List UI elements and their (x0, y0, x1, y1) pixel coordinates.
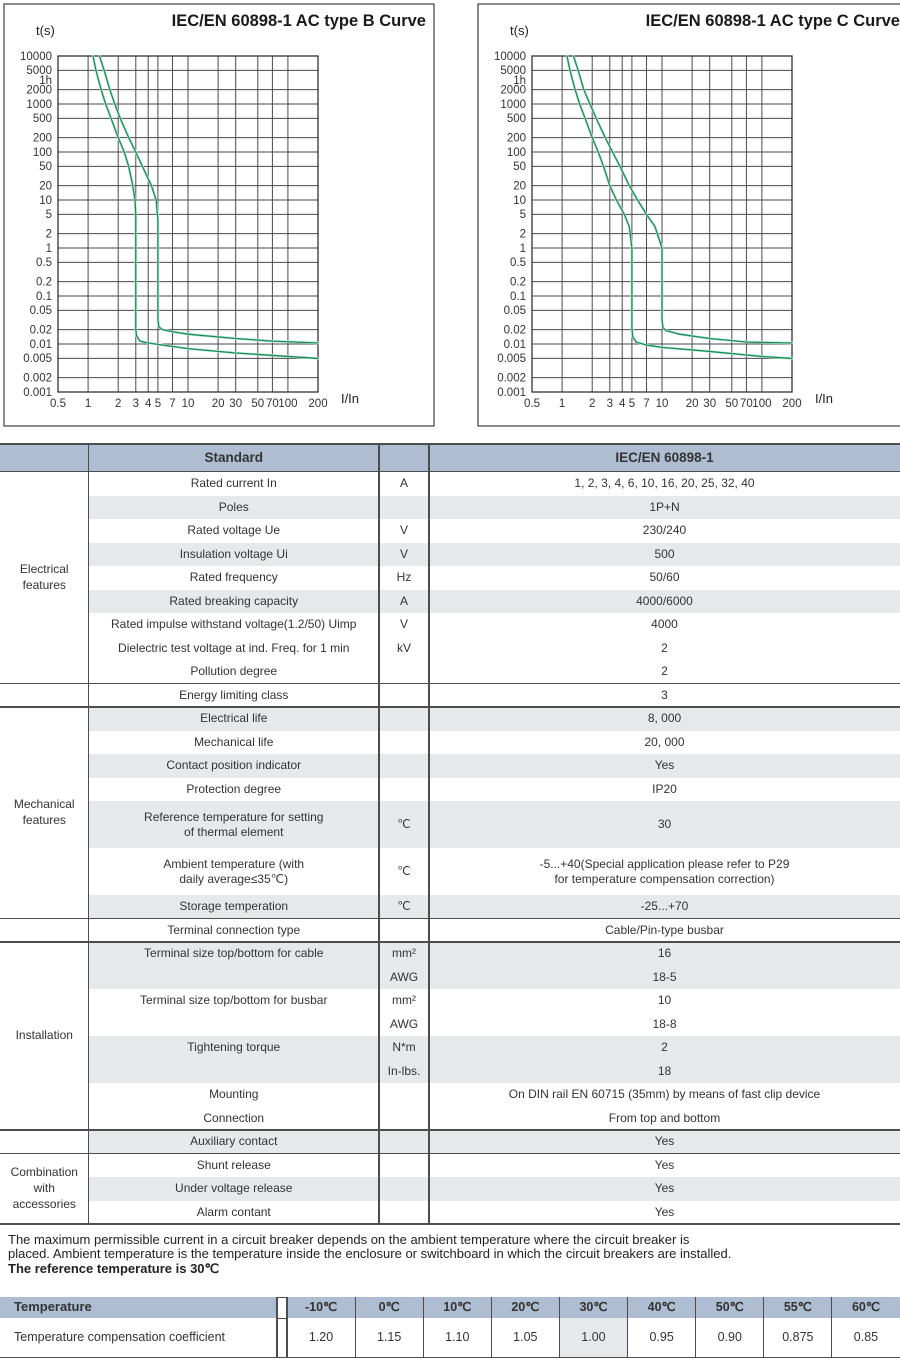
svg-text:0.5: 0.5 (524, 398, 540, 410)
svg-text:1: 1 (85, 398, 91, 410)
svg-text:200: 200 (308, 398, 327, 410)
svg-text:0.5: 0.5 (510, 257, 526, 269)
svg-text:1: 1 (46, 243, 52, 255)
svg-text:0.5: 0.5 (50, 398, 66, 410)
svg-text:100: 100 (507, 147, 526, 159)
svg-text:5: 5 (629, 398, 635, 410)
svg-text:70: 70 (266, 398, 279, 410)
svg-text:0.01: 0.01 (504, 339, 526, 351)
svg-text:10: 10 (513, 195, 526, 207)
svg-text:10: 10 (39, 195, 52, 207)
svg-text:0.1: 0.1 (510, 291, 526, 303)
svg-text:5: 5 (46, 209, 52, 221)
svg-text:IEC/EN 60898-1 AC type C Curve: IEC/EN 60898-1 AC type C Curve (646, 12, 900, 30)
svg-text:0.001: 0.001 (497, 387, 526, 399)
svg-text:I/In: I/In (815, 391, 833, 406)
svg-text:4: 4 (145, 398, 152, 410)
svg-text:50: 50 (39, 161, 52, 173)
svg-text:2: 2 (115, 398, 121, 410)
svg-text:500: 500 (507, 113, 526, 125)
svg-text:200: 200 (33, 132, 52, 144)
svg-text:20: 20 (513, 180, 526, 192)
svg-text:0.05: 0.05 (30, 305, 52, 317)
svg-text:100: 100 (33, 147, 52, 159)
svg-text:1: 1 (520, 243, 526, 255)
svg-text:1h: 1h (39, 75, 52, 87)
svg-text:50: 50 (513, 161, 526, 173)
svg-text:4: 4 (619, 398, 626, 410)
svg-text:0.02: 0.02 (30, 324, 52, 336)
svg-text:2: 2 (589, 398, 595, 410)
svg-text:20: 20 (39, 180, 52, 192)
svg-text:10: 10 (182, 398, 195, 410)
svg-text:1000: 1000 (26, 99, 52, 111)
svg-text:50: 50 (251, 398, 264, 410)
svg-text:3: 3 (133, 398, 139, 410)
svg-text:3: 3 (607, 398, 613, 410)
svg-text:70: 70 (740, 398, 753, 410)
svg-text:1: 1 (559, 398, 565, 410)
svg-text:500: 500 (33, 113, 52, 125)
svg-text:0.005: 0.005 (23, 353, 52, 365)
svg-text:0.2: 0.2 (510, 276, 526, 288)
svg-text:20: 20 (212, 398, 225, 410)
svg-text:5: 5 (155, 398, 161, 410)
svg-text:100: 100 (278, 398, 297, 410)
svg-text:7: 7 (169, 398, 175, 410)
svg-text:0.005: 0.005 (497, 353, 526, 365)
svg-text:IEC/EN 60898-1 AC type B Curve: IEC/EN 60898-1 AC type B Curve (172, 12, 426, 30)
svg-text:0.05: 0.05 (504, 305, 526, 317)
svg-text:0.2: 0.2 (36, 276, 52, 288)
svg-text:0.01: 0.01 (30, 339, 52, 351)
svg-text:t(s): t(s) (36, 23, 55, 38)
svg-text:t(s): t(s) (510, 23, 529, 38)
svg-text:10000: 10000 (494, 51, 526, 63)
svg-text:0.1: 0.1 (36, 291, 52, 303)
svg-text:20: 20 (686, 398, 699, 410)
svg-text:0.02: 0.02 (504, 324, 526, 336)
svg-text:1000: 1000 (500, 99, 526, 111)
svg-text:100: 100 (752, 398, 771, 410)
svg-text:10: 10 (656, 398, 669, 410)
svg-text:0.5: 0.5 (36, 257, 52, 269)
svg-text:50: 50 (725, 398, 738, 410)
svg-text:0.002: 0.002 (23, 372, 52, 384)
svg-text:2: 2 (46, 228, 52, 240)
svg-text:200: 200 (782, 398, 801, 410)
svg-text:7: 7 (643, 398, 649, 410)
svg-text:I/In: I/In (341, 391, 359, 406)
svg-text:10000: 10000 (20, 51, 52, 63)
svg-text:5: 5 (520, 209, 526, 221)
svg-text:30: 30 (229, 398, 242, 410)
svg-text:2: 2 (520, 228, 526, 240)
svg-text:30: 30 (703, 398, 716, 410)
svg-text:1h: 1h (513, 75, 526, 87)
svg-text:200: 200 (507, 132, 526, 144)
svg-text:0.002: 0.002 (497, 372, 526, 384)
svg-text:0.001: 0.001 (23, 387, 52, 399)
